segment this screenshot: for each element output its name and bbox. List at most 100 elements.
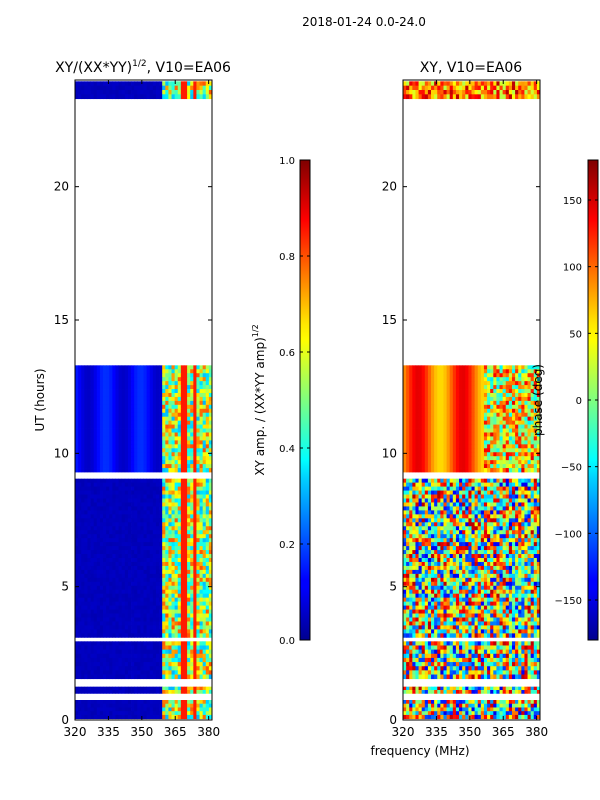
heatmap-cell [121, 506, 126, 511]
heatmap-cell [196, 558, 200, 563]
heatmap-cell [190, 526, 194, 531]
heatmap-cell [208, 581, 212, 587]
heatmap-cell [115, 558, 119, 563]
heatmap-cell [87, 538, 91, 543]
heatmap-cell [155, 404, 160, 410]
heatmap-cell [146, 392, 151, 398]
heatmap-cell [171, 577, 176, 583]
heatmap-cell [471, 670, 476, 675]
heatmap-cell [162, 686, 166, 691]
heatmap-cell [524, 498, 528, 503]
heatmap-cell [84, 486, 88, 491]
heatmap-cell [502, 662, 507, 667]
heatmap-cell [505, 662, 510, 667]
heatmap-cell [406, 666, 410, 671]
heatmap-cell [106, 703, 110, 708]
heatmap-cell [202, 601, 207, 606]
heatmap-cell [193, 613, 197, 618]
heatmap-cell [493, 490, 497, 495]
heatmap-cell [208, 625, 212, 630]
heatmap-cell [162, 428, 166, 433]
heatmap-cell [165, 396, 169, 402]
heatmap-cell [199, 585, 204, 591]
heatmap-cell [140, 707, 144, 712]
heatmap-cell [165, 424, 169, 429]
heatmap-cell [109, 707, 113, 712]
heatmap-cell [440, 686, 444, 691]
heatmap-cell [96, 482, 101, 487]
heatmap-cell [106, 617, 110, 622]
heatmap-cell [536, 666, 540, 671]
heatmap-cell [418, 662, 423, 667]
heatmap-cell [81, 478, 85, 484]
heatmap-cell [515, 703, 519, 708]
heatmap-cell [81, 444, 85, 449]
heatmap-cell [155, 502, 160, 507]
heatmap-cell [208, 714, 212, 720]
heatmap-cell [199, 601, 204, 606]
heatmap-cell [446, 510, 451, 515]
heatmap-cell [505, 478, 510, 484]
heatmap-cell [180, 385, 185, 390]
heatmap-cell [190, 714, 194, 720]
heatmap-cell [131, 542, 135, 547]
heatmap-cell [149, 468, 154, 473]
heatmap-cell [409, 686, 413, 691]
heatmap-cell [143, 641, 148, 646]
heatmap-cell [165, 621, 169, 626]
heatmap-cell [483, 662, 488, 667]
heatmap-cell [121, 670, 126, 675]
heatmap-cell [412, 686, 416, 691]
heatmap-cell [168, 633, 172, 638]
heatmap-cell [518, 707, 522, 712]
heatmap-cell [127, 94, 132, 100]
heatmap-cell [409, 478, 413, 484]
heatmap-cell [90, 674, 95, 680]
heatmap-cell [99, 711, 104, 716]
heatmap-cell [165, 686, 169, 691]
heatmap-cell [199, 561, 204, 567]
heatmap-cell [103, 404, 107, 410]
heatmap-cell [533, 711, 538, 716]
heatmap-cell [508, 649, 513, 655]
heatmap-cell [208, 514, 212, 519]
heatmap-cell [199, 490, 204, 495]
heatmap-cell [127, 526, 132, 531]
heatmap-cell [103, 416, 107, 422]
heatmap-cell [118, 573, 123, 579]
heatmap-cell [446, 674, 451, 680]
heatmap-cell [99, 440, 104, 445]
heatmap-cell [487, 478, 491, 484]
heatmap-cell [118, 666, 123, 671]
heatmap-cell [152, 666, 157, 671]
heatmap-cell [190, 645, 194, 651]
heatmap-cell [165, 452, 169, 457]
heatmap-cell [449, 707, 454, 712]
heatmap-cell [459, 506, 463, 511]
heatmap-cell [155, 666, 160, 671]
heatmap-cell [84, 662, 88, 667]
heatmap-cell [155, 621, 160, 626]
heatmap-cell [146, 589, 151, 595]
heatmap-cell [533, 674, 538, 680]
heatmap-cell [443, 506, 447, 511]
heatmap-cell [87, 464, 91, 469]
heatmap-cell [187, 440, 191, 445]
heatmap-cell [115, 456, 119, 461]
heatmap-cell [511, 478, 516, 484]
heatmap-cell [202, 666, 207, 671]
heatmap-cell [527, 649, 532, 655]
heatmap-cell [112, 365, 116, 370]
heatmap-cell [143, 542, 148, 547]
heatmap-cell [87, 408, 91, 414]
heatmap-cell [93, 686, 98, 691]
heatmap-cell [99, 377, 104, 382]
heatmap-cell [159, 550, 163, 555]
heatmap-cell [177, 468, 182, 473]
heatmap-cell [171, 522, 176, 527]
heatmap-cell [140, 514, 144, 519]
heatmap-cell [127, 653, 132, 659]
heatmap-cell [527, 686, 532, 691]
heatmap-cell [174, 700, 179, 705]
heatmap-cell [536, 653, 540, 659]
